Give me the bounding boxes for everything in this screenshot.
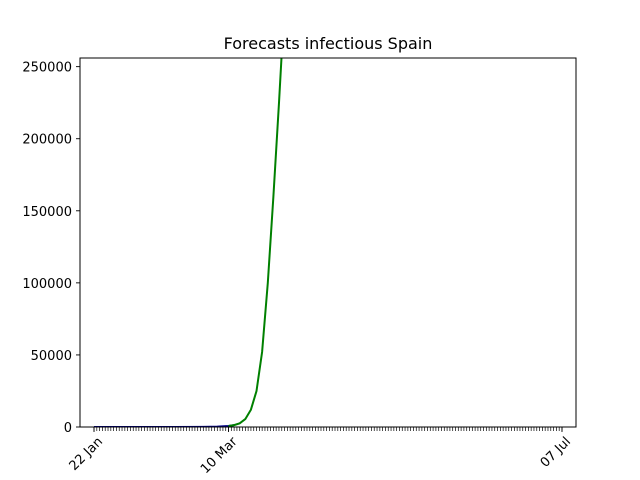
y-tick-label: 150000 [22, 205, 72, 220]
y-tick-label: 50000 [31, 349, 72, 364]
y-tick-label: 100000 [22, 277, 72, 292]
series-line-2 [228, 58, 283, 427]
y-tick-label: 0 [64, 421, 72, 436]
series-2 [228, 58, 283, 427]
chart-title: Forecasts infectious Spain [224, 34, 433, 53]
y-tick-label: 200000 [22, 133, 72, 148]
y-tick-label: 250000 [22, 61, 72, 76]
plot-frame [79, 57, 577, 428]
